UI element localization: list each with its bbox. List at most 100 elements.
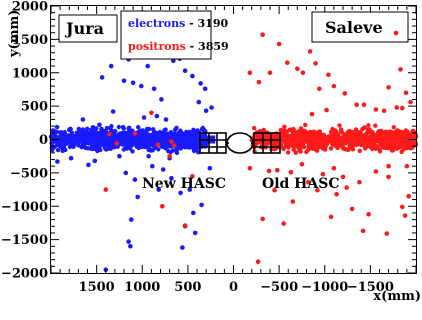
- electron-band-point: [124, 146, 129, 151]
- electron-band-point: [50, 148, 55, 153]
- old-hasc-label: Old HASC: [262, 176, 340, 192]
- positron-band-point: [332, 132, 337, 137]
- y-tick-label: 1000: [12, 66, 48, 81]
- positron-point: [132, 131, 138, 136]
- positron-band-point: [328, 146, 334, 151]
- electron-point: [130, 80, 136, 86]
- electron-band-point: [177, 143, 182, 149]
- positron-point: [267, 70, 273, 76]
- electron-point: [92, 158, 98, 164]
- legend-positrons-dash: -: [186, 40, 198, 53]
- positron-point: [373, 107, 379, 112]
- positron-point: [309, 111, 315, 117]
- positron-band-point: [357, 148, 362, 154]
- x-tick-label: −500: [260, 280, 298, 295]
- positron-band-point: [366, 128, 371, 134]
- electron-point: [154, 113, 160, 119]
- electron-point: [139, 83, 144, 89]
- electron-band-point: [98, 147, 103, 153]
- positron-point: [317, 86, 322, 92]
- positron-point: [384, 231, 390, 236]
- positron-point: [406, 193, 412, 199]
- positron-point: [103, 187, 109, 192]
- electron-point: [121, 78, 127, 84]
- electron-band-point: [192, 131, 197, 137]
- electron-band-point: [68, 144, 73, 149]
- electron-band-point: [55, 147, 61, 153]
- electron-point: [180, 245, 185, 250]
- positron-point: [266, 168, 272, 174]
- positron-point: [260, 216, 266, 222]
- positron-point: [255, 259, 261, 265]
- positron-point: [400, 204, 405, 210]
- positron-band-point: [283, 128, 288, 134]
- positron-point: [331, 165, 337, 171]
- y-tick-label: 2000: [12, 0, 48, 15]
- electron-band-point: [147, 126, 152, 132]
- positron-point: [366, 212, 371, 217]
- electron-band-point: [113, 128, 118, 134]
- electron-point: [171, 58, 176, 63]
- electron-band-point: [100, 129, 106, 134]
- electron-point: [191, 210, 196, 216]
- positron-point: [276, 41, 282, 47]
- positron-band-point: [288, 127, 294, 132]
- positron-band-point: [291, 147, 296, 152]
- positron-point: [247, 165, 253, 171]
- saleve-label: Saleve: [325, 18, 383, 37]
- electron-point: [97, 122, 102, 128]
- electron-point: [199, 202, 204, 208]
- electron-point: [117, 153, 122, 159]
- electron-band-point: [161, 132, 166, 137]
- data-points: [55, 26, 413, 273]
- electron-point: [128, 244, 133, 249]
- positron-point: [394, 105, 400, 110]
- electron-point: [203, 108, 209, 114]
- positron-band-point: [311, 145, 316, 150]
- positron-band-point: [338, 143, 343, 148]
- electron-band-point: [69, 130, 75, 135]
- positron-band-point: [303, 122, 308, 128]
- electron-band-point: [104, 125, 110, 131]
- electron-band-point: [104, 145, 109, 150]
- electron-band-point: [128, 144, 133, 150]
- electron-point: [156, 187, 161, 192]
- electron-band-point: [121, 124, 126, 130]
- positron-point: [373, 169, 379, 174]
- electron-point: [209, 105, 214, 110]
- y-tick-label: 0: [39, 133, 48, 148]
- electron-point: [174, 150, 180, 156]
- electron-band-point: [50, 128, 56, 133]
- positron-point: [402, 213, 408, 218]
- positron-point: [299, 161, 305, 167]
- electron-band-point: [101, 142, 106, 148]
- positron-band-point: [384, 131, 389, 136]
- positron-point: [149, 110, 154, 116]
- electron-band-point: [116, 124, 122, 130]
- y-tick-label: 500: [21, 100, 48, 115]
- positron-band-point: [278, 128, 284, 133]
- electron-point: [55, 159, 60, 164]
- legend-electrons-dash: -: [185, 17, 197, 30]
- positron-point: [169, 139, 174, 144]
- positron-band-point: [281, 146, 286, 152]
- positron-band-point: [366, 123, 371, 128]
- positron-point: [340, 174, 346, 180]
- legend-electrons-count: 3190: [198, 17, 229, 30]
- y-tick-label: −1000: [1, 200, 48, 215]
- electron-band-point: [178, 128, 183, 133]
- positron-band-point: [350, 129, 355, 135]
- jura-label: Jura: [64, 19, 104, 38]
- jura-label-box: Jura: [58, 14, 118, 43]
- legend: electrons - 3190 positrons - 3859: [120, 10, 229, 60]
- y-tick-label: −1500: [1, 233, 48, 248]
- positron-point: [155, 142, 161, 148]
- x-tick-label: −1000: [301, 280, 348, 295]
- electron-band-point: [140, 128, 146, 133]
- positron-point: [349, 206, 355, 212]
- electron-band-point: [174, 125, 179, 130]
- positron-band-point: [293, 150, 298, 155]
- positron-point: [408, 99, 413, 105]
- positron-band-point: [298, 146, 303, 151]
- legend-positrons-count: 3859: [198, 40, 229, 53]
